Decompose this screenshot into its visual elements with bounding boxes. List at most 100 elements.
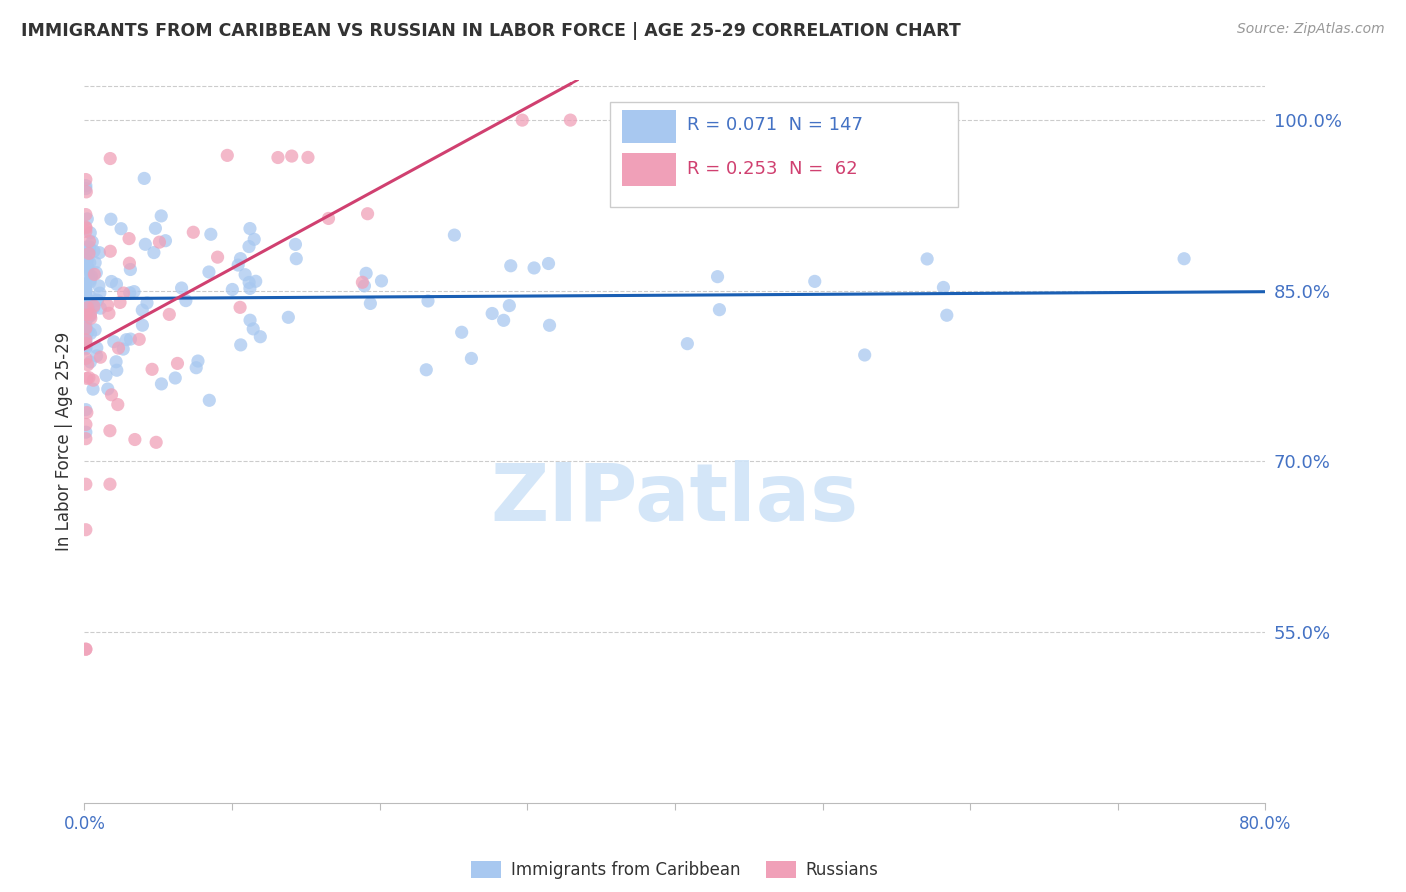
- Point: [100, 388, 122, 402]
- Y-axis label: In Labor Force | Age 25-29: In Labor Force | Age 25-29: [55, 332, 73, 551]
- Point: [79, 304, 101, 318]
- Point: [318, 211, 340, 226]
- Point: [79, 272, 101, 286]
- Point: [115, 333, 138, 347]
- Point: [1173, 252, 1195, 266]
- Point: [233, 268, 256, 282]
- FancyBboxPatch shape: [610, 102, 959, 207]
- Point: [89, 286, 111, 301]
- FancyBboxPatch shape: [621, 153, 676, 186]
- Point: [229, 338, 252, 352]
- Point: [443, 228, 465, 243]
- Point: [77, 300, 100, 314]
- Point: [89, 245, 111, 260]
- Point: [243, 232, 266, 246]
- Point: [75, 329, 97, 343]
- Point: [239, 221, 262, 235]
- Point: [124, 433, 146, 447]
- Point: [136, 296, 159, 310]
- Point: [356, 207, 378, 221]
- Point: [77, 300, 100, 314]
- Text: Source: ZipAtlas.com: Source: ZipAtlas.com: [1237, 22, 1385, 37]
- Point: [238, 276, 260, 290]
- Point: [79, 355, 101, 369]
- Point: [84, 323, 107, 337]
- Point: [76, 240, 98, 254]
- Point: [112, 286, 135, 301]
- Point: [79, 234, 101, 248]
- Point: [76, 259, 98, 273]
- Text: IMMIGRANTS FROM CARIBBEAN VS RUSSIAN IN LABOR FORCE | AGE 25-29 CORRELATION CHAR: IMMIGRANTS FROM CARIBBEAN VS RUSSIAN IN …: [21, 22, 960, 40]
- Point: [75, 642, 97, 657]
- Point: [76, 253, 98, 268]
- Point: [79, 255, 101, 269]
- FancyBboxPatch shape: [621, 110, 676, 143]
- Point: [75, 252, 97, 267]
- Point: [120, 332, 142, 346]
- Point: [75, 321, 97, 335]
- Point: [217, 148, 239, 162]
- Point: [75, 172, 97, 186]
- Point: [122, 285, 145, 299]
- Point: [83, 301, 105, 315]
- Point: [75, 280, 97, 294]
- Point: [166, 356, 188, 370]
- Point: [86, 341, 108, 355]
- Point: [415, 363, 437, 377]
- Point: [510, 113, 533, 128]
- Point: [75, 417, 97, 432]
- Point: [131, 318, 153, 333]
- Point: [98, 244, 121, 259]
- Point: [118, 231, 141, 245]
- Point: [75, 185, 97, 199]
- Point: [80, 291, 103, 305]
- Point: [75, 308, 97, 322]
- Point: [79, 226, 101, 240]
- Point: [75, 336, 97, 351]
- Text: R = 0.071  N = 147: R = 0.071 N = 147: [686, 116, 863, 134]
- Point: [187, 354, 209, 368]
- Point: [75, 319, 97, 334]
- Point: [75, 289, 97, 303]
- Point: [354, 266, 377, 280]
- Point: [75, 221, 97, 235]
- Point: [86, 349, 108, 363]
- Point: [353, 278, 375, 293]
- Point: [416, 293, 439, 308]
- Point: [75, 341, 97, 355]
- Point: [77, 246, 100, 260]
- Point: [75, 317, 97, 331]
- Point: [86, 293, 108, 308]
- Point: [75, 283, 97, 297]
- Point: [76, 298, 98, 312]
- Point: [277, 310, 299, 325]
- Point: [523, 260, 546, 275]
- Point: [75, 334, 97, 349]
- Point: [77, 370, 100, 384]
- Point: [75, 329, 97, 343]
- Point: [245, 274, 267, 288]
- Point: [134, 171, 156, 186]
- Point: [97, 306, 120, 320]
- Point: [89, 301, 111, 315]
- Point: [77, 268, 100, 283]
- Point: [499, 259, 522, 273]
- Point: [157, 307, 180, 321]
- Point: [284, 237, 307, 252]
- Point: [370, 274, 392, 288]
- Point: [100, 212, 122, 227]
- Point: [285, 252, 308, 266]
- Point: [75, 425, 97, 440]
- Point: [229, 301, 252, 315]
- Point: [537, 256, 560, 270]
- Point: [79, 240, 101, 254]
- Point: [267, 151, 290, 165]
- Point: [75, 262, 97, 277]
- Point: [96, 298, 118, 312]
- Point: [75, 301, 97, 316]
- Point: [150, 209, 173, 223]
- Point: [239, 281, 262, 295]
- Point: [238, 239, 260, 253]
- Point: [79, 275, 101, 289]
- Point: [75, 252, 97, 267]
